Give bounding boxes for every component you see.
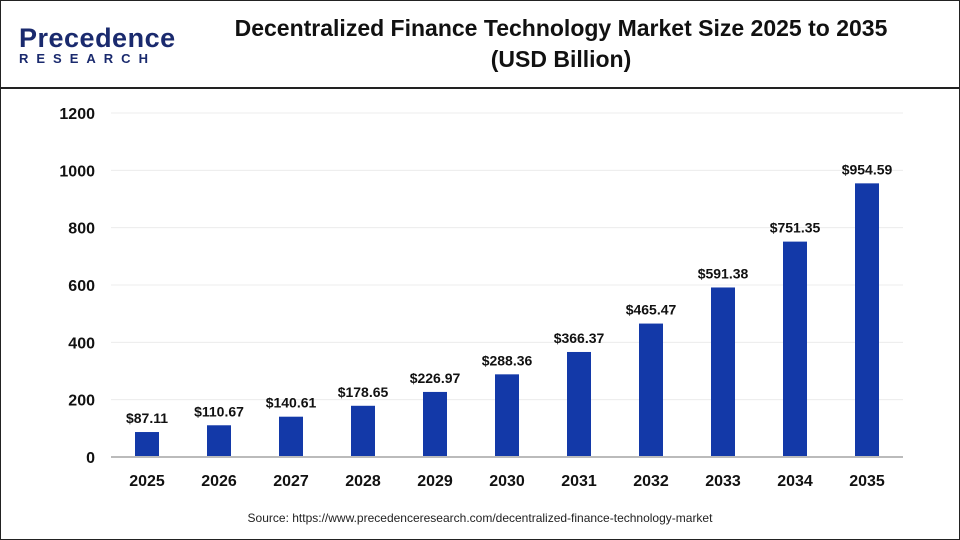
title-line1: Decentralized Finance Technology Market …	[234, 15, 888, 41]
x-tick-label: 2029	[417, 473, 453, 490]
bar	[567, 351, 591, 457]
data-label: $110.67	[194, 403, 244, 419]
x-tick-label: 2028	[345, 473, 381, 490]
y-tick-label: 600	[68, 278, 95, 295]
y-tick-label: 800	[68, 221, 95, 238]
chart-title: Decentralized Finance Technology Market …	[191, 13, 931, 75]
data-label: $87.11	[126, 410, 168, 426]
bar	[711, 287, 735, 457]
bar	[135, 432, 159, 457]
y-tick-label: 1000	[59, 163, 95, 180]
x-tick-label: 2027	[273, 473, 309, 490]
bar	[783, 241, 807, 457]
x-tick-label: 2033	[705, 473, 741, 490]
data-label: $465.47	[626, 302, 677, 318]
data-label: $226.97	[410, 370, 461, 386]
source-note: Source: https://www.precedenceresearch.c…	[247, 511, 713, 525]
logo: Precedence RESEARCH	[19, 23, 176, 66]
data-label: $366.37	[554, 330, 605, 346]
logo-line2: RESEARCH	[19, 51, 156, 66]
data-label: $140.61	[266, 395, 317, 411]
data-label: $288.36	[482, 352, 533, 368]
x-tick-label: 2035	[849, 473, 885, 490]
y-tick-label: 0	[86, 450, 95, 467]
bar	[423, 391, 447, 457]
y-tick-label: 1200	[59, 106, 95, 123]
data-label: $751.35	[770, 220, 821, 236]
bar	[639, 323, 663, 457]
bar	[495, 374, 519, 457]
data-label: $178.65	[338, 384, 389, 400]
x-tick-label: 2030	[489, 473, 525, 490]
x-tick-label: 2026	[201, 473, 237, 490]
x-tick-label: 2031	[561, 473, 597, 490]
bar	[855, 183, 879, 457]
y-tick-label: 200	[68, 393, 95, 410]
data-label: $954.59	[842, 161, 893, 177]
x-tick-label: 2025	[129, 473, 165, 490]
x-tick-label: 2032	[633, 473, 669, 490]
header: Precedence RESEARCH Decentralized Financ…	[1, 1, 959, 89]
x-tick-label: 2034	[777, 473, 813, 490]
logo-line1: Precedence	[19, 23, 176, 53]
title-line2: (USD Billion)	[490, 46, 632, 72]
data-label: $591.38	[698, 265, 749, 281]
y-tick-label: 400	[68, 335, 95, 352]
bar	[279, 416, 303, 457]
bar	[207, 425, 231, 457]
bar	[351, 405, 375, 457]
